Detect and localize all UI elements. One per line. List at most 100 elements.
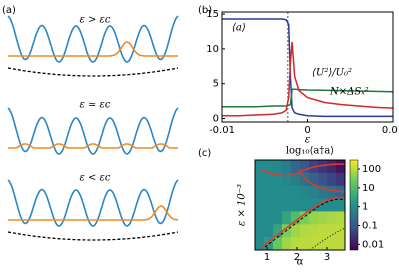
- heatmap-cell: [291, 224, 301, 238]
- heatmap-cell: [300, 185, 310, 199]
- wavefunction: [8, 143, 178, 149]
- case-label: ε ≃ εc: [79, 100, 110, 111]
- y-tick-label: 10: [206, 44, 219, 55]
- heatmap-cell: [264, 211, 274, 225]
- heatmap-cell: [336, 198, 346, 212]
- axes-frame: [221, 11, 394, 123]
- heatmap-cell: [318, 224, 328, 238]
- x-tick-label: 0.01: [382, 125, 399, 136]
- colorbar-tick-label: 10: [362, 183, 375, 194]
- heatmap-cell: [336, 237, 346, 251]
- heatmap-cell: [318, 172, 328, 187]
- x-axis-label: α: [297, 257, 304, 268]
- heatmap-cell: [273, 211, 283, 225]
- heatmap-cell: [255, 185, 265, 199]
- colorbar-tick-label: 0.1: [362, 220, 378, 231]
- heatmap-cell: [255, 160, 265, 174]
- series-label: ⟨a⟩: [232, 23, 246, 34]
- heatmap-cell: [309, 237, 319, 251]
- heatmap-cell: [291, 198, 301, 212]
- case-label: ε < εc: [79, 173, 110, 184]
- heatmap-cell: [291, 185, 301, 199]
- heatmap-cell: [264, 160, 274, 174]
- heatmap-cell: [291, 160, 301, 174]
- heatmap-cell: [309, 211, 319, 225]
- heatmap-cell: [264, 198, 274, 212]
- series-line: [222, 41, 394, 117]
- axes-frame: [254, 159, 346, 251]
- case-label: ε > εc: [79, 15, 110, 26]
- boundary-dashed: [264, 198, 346, 248]
- series-line: [222, 88, 394, 108]
- panel-c: (c) log₁₀⟨a†a⟩ 1 2 3 α ε × 10⁻³ 100 10 1 0.1 0.01: [198, 146, 384, 268]
- heatmap-cell: [255, 237, 265, 251]
- lattice-potential: [7, 107, 179, 155]
- heatmap-cell: [336, 211, 346, 225]
- x-tick-label: 3: [324, 252, 330, 263]
- heatmap-cell: [282, 185, 292, 199]
- heatmap-cell: [327, 224, 337, 238]
- heatmap-cell: [318, 237, 328, 251]
- y-tick-label: 0: [213, 114, 219, 125]
- x-tick-label: 1: [264, 252, 270, 263]
- wavefunction: [8, 205, 179, 221]
- heatmap-cell: [264, 237, 274, 251]
- boundary-dotted: [309, 227, 346, 251]
- heatmap-cell: [309, 198, 319, 212]
- heatmap-cell: [282, 211, 292, 225]
- heatmap-title: log₁₀⟨a†a⟩: [286, 146, 334, 157]
- heatmap-cell: [300, 198, 310, 212]
- panel-label: (a): [2, 5, 16, 16]
- heatmap-cell: [282, 237, 292, 251]
- series-label: ⟨U²⟩/U₀²: [312, 68, 352, 79]
- heatmap-cell: [291, 172, 301, 187]
- heatmap-cell: [309, 185, 319, 199]
- heatmap-cell: [309, 172, 319, 187]
- heatmap-cell: [327, 211, 337, 225]
- heatmap-cell: [336, 172, 346, 187]
- heatmap-cell: [264, 224, 274, 238]
- lattice-potential: [7, 15, 179, 63]
- heatmap-cell: [273, 224, 283, 238]
- heatmap-cell: [255, 211, 265, 225]
- wavefunction: [8, 41, 178, 57]
- heatmap-cell: [273, 198, 283, 212]
- panel-label: (b): [198, 5, 212, 16]
- heatmap-cell: [300, 237, 310, 251]
- heatmap-cell: [255, 172, 265, 187]
- heatmap-cell: [336, 185, 346, 199]
- heatmap-cell: [291, 211, 301, 225]
- heatmap-cell: [264, 172, 274, 187]
- heatmap-cell: [273, 160, 283, 174]
- x-tick-label: -0.01: [209, 125, 235, 136]
- heatmap-cell: [327, 160, 337, 174]
- panel-label: (c): [198, 148, 211, 159]
- heatmap-cell: [300, 211, 310, 225]
- heatmap-cell: [327, 172, 337, 187]
- heatmap-cell: [282, 198, 292, 212]
- schematic: [7, 15, 179, 241]
- heatmap-cell: [273, 237, 283, 251]
- series-line: [222, 18, 393, 118]
- heatmap-cell: [318, 211, 328, 225]
- lattice-potential: [7, 179, 179, 227]
- series-label: N×ΔSₓ²: [329, 87, 369, 98]
- boundary-curve: [299, 169, 346, 193]
- heatmap-cell: [300, 160, 310, 174]
- y-axis-label: ε × 10⁻³: [237, 184, 248, 226]
- colorbar-tick-label: 1: [362, 202, 368, 213]
- y-tick-label: 15: [206, 9, 219, 20]
- colorbar-tick-label: 0.01: [362, 239, 384, 250]
- heatmap-cell: [309, 224, 319, 238]
- heatmap-cell: [282, 160, 292, 174]
- dashed-envelope: [7, 67, 179, 77]
- heatmap-cell: [300, 224, 310, 238]
- heatmap-cell: [282, 172, 292, 187]
- heatmap-cell: [255, 198, 265, 212]
- heatmap-cell: [327, 198, 337, 212]
- colorbar: [349, 159, 359, 251]
- heatmap-cell: [273, 185, 283, 199]
